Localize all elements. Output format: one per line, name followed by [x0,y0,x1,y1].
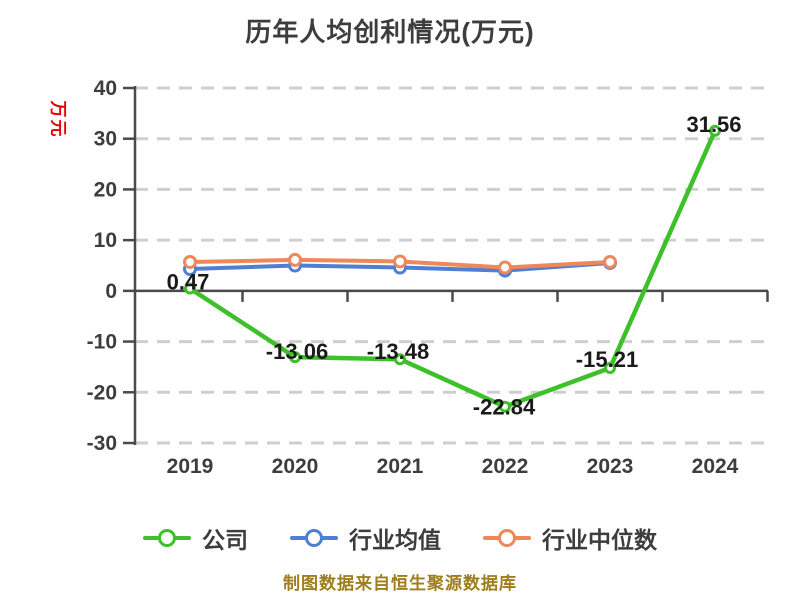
legend-label-industry-mean: 行业均值 [349,527,441,553]
axes [123,86,769,445]
svg-text:-15.21: -15.21 [576,347,638,372]
legend: 公司 行业均值 行业中位数 [0,521,800,555]
svg-text:-20: -20 [87,381,117,404]
svg-text:-10: -10 [87,331,117,354]
industry-median-series-marker-icon [483,529,531,547]
data-point-marker [603,254,617,269]
footer-note: 制图数据来自恒生聚源数据库 [283,574,517,593]
industry-mean-series-marker-icon [290,529,338,547]
svg-text:2021: 2021 [377,455,424,478]
svg-text:20: 20 [94,178,117,201]
svg-text:0: 0 [105,280,117,303]
data-point-marker [394,353,406,366]
chart-title: 历年人均创利情况(万元) [245,17,535,47]
svg-text:-22.84: -22.84 [473,395,536,420]
y-axis-tick-labels: 40 30 20 10 0 -10 -20 -30 [87,77,117,455]
series-industry-median [183,252,617,275]
legend-item-company: 公司 [143,521,248,555]
data-point-marker [604,361,616,374]
svg-text:0.47: 0.47 [167,269,210,294]
svg-text:2022: 2022 [482,455,529,478]
data-point-marker [288,252,302,267]
svg-text:40: 40 [94,77,117,100]
legend-item-industry-mean: 行业均值 [290,521,441,555]
svg-text:2020: 2020 [272,455,319,478]
svg-text:31.56: 31.56 [686,112,741,137]
legend-label-company: 公司 [202,527,248,553]
data-point-marker [709,124,721,137]
svg-text:30: 30 [94,128,117,151]
legend-item-industry-median: 行业中位数 [483,521,657,555]
company-series-marker-icon [143,529,191,547]
legend-label-industry-median: 行业中位数 [542,527,657,553]
data-point-marker [183,254,197,269]
svg-text:-13.06: -13.06 [266,339,328,364]
svg-text:-13.48: -13.48 [367,339,429,364]
svg-text:10: 10 [94,229,117,252]
data-point-marker [499,400,511,413]
svg-text:-30: -30 [87,432,117,455]
data-point-marker [184,282,196,295]
svg-text:2019: 2019 [167,455,214,478]
svg-text:2024: 2024 [692,455,739,478]
series-company [184,124,721,413]
data-point-marker [289,351,301,364]
data-point-marker [393,254,407,269]
svg-text:2023: 2023 [587,455,634,478]
company-data-labels: 0.47 -13.06 -13.48 -22.84 -15.21 31.56 [167,112,742,420]
gridlines [135,86,768,445]
data-point-marker [498,260,512,275]
x-axis-tick-labels: 2019 2020 2021 2022 2023 2024 [167,455,739,478]
